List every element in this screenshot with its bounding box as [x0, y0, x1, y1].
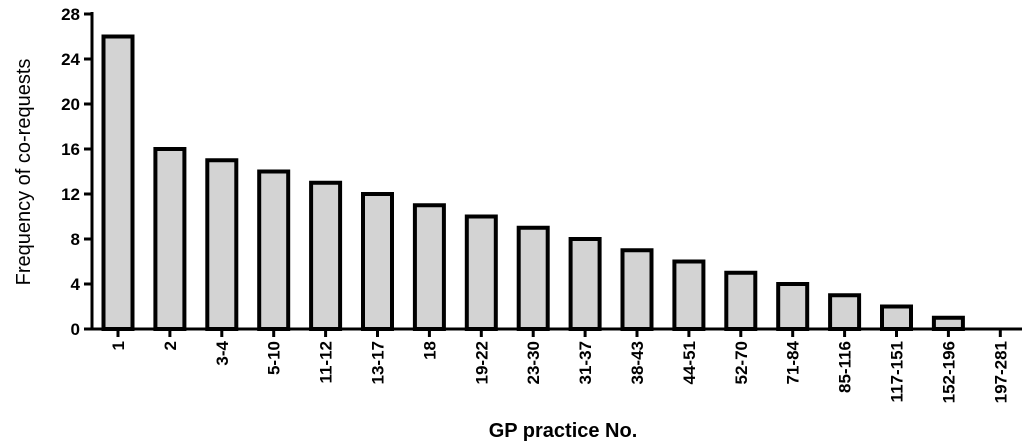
bar-23-30 — [516, 225, 550, 331]
y-tick-label: 28 — [61, 5, 80, 24]
bar-85-116 — [828, 293, 862, 331]
bar-5-10 — [257, 169, 291, 331]
bar-1 — [101, 34, 135, 331]
y-tick-label: 12 — [61, 185, 80, 204]
y-tick-label: 16 — [61, 140, 80, 159]
x-tick-label: 38-43 — [628, 341, 647, 384]
y-tick-label: 4 — [71, 275, 81, 294]
bar-152-196 — [931, 315, 965, 331]
x-tick-label: 52-70 — [732, 341, 751, 384]
x-tick-label: 2 — [161, 341, 180, 350]
x-tick-label: 1 — [109, 341, 128, 350]
y-tick-label: 20 — [61, 95, 80, 114]
y-tick-label: 0 — [71, 320, 80, 339]
bar-44-51 — [672, 259, 706, 331]
bar-18 — [412, 203, 446, 331]
x-tick-label: 5-10 — [265, 341, 284, 375]
bar-3-4 — [205, 158, 239, 331]
axes-group — [90, 12, 1022, 331]
ticks-group: 1 2 3-4 5-10 11-12 13-17 18 19-22 23-30 31-37 38-4… — [61, 5, 1010, 403]
bar-19-22 — [464, 214, 498, 331]
bar-52-70 — [724, 270, 758, 331]
bar-31-37 — [568, 237, 602, 331]
x-tick-label: 31-37 — [576, 341, 595, 384]
x-tick-label: 3-4 — [213, 340, 232, 365]
y-tick-label: 8 — [71, 230, 80, 249]
bar-2 — [153, 147, 187, 331]
x-tick-label: 71-84 — [784, 340, 803, 384]
x-tick-label: 19-22 — [472, 341, 491, 384]
x-tick-label: 11-12 — [317, 341, 336, 384]
y-tick-label: 24 — [61, 50, 80, 69]
x-tick-label: 197-281 — [991, 341, 1010, 403]
x-tick-label: 23-30 — [524, 341, 543, 384]
x-tick-label: 152-196 — [939, 341, 958, 403]
bar-38-43 — [620, 248, 654, 331]
bar-117-151 — [880, 304, 913, 331]
x-tick-label: 18 — [420, 341, 439, 360]
x-tick-label: 117-151 — [888, 341, 907, 402]
x-tick-label: 44-51 — [680, 341, 699, 384]
bar-71-84 — [776, 282, 810, 331]
y-axis-title: Frequency of co-requests — [13, 59, 35, 286]
bar-11-12 — [309, 180, 343, 331]
bar-13-17 — [361, 192, 394, 331]
x-tick-label: 85-116 — [836, 341, 855, 393]
bars-group — [101, 34, 965, 331]
x-tick-label: 13-17 — [369, 341, 388, 384]
x-axis-title: GP practice No. — [489, 420, 638, 442]
